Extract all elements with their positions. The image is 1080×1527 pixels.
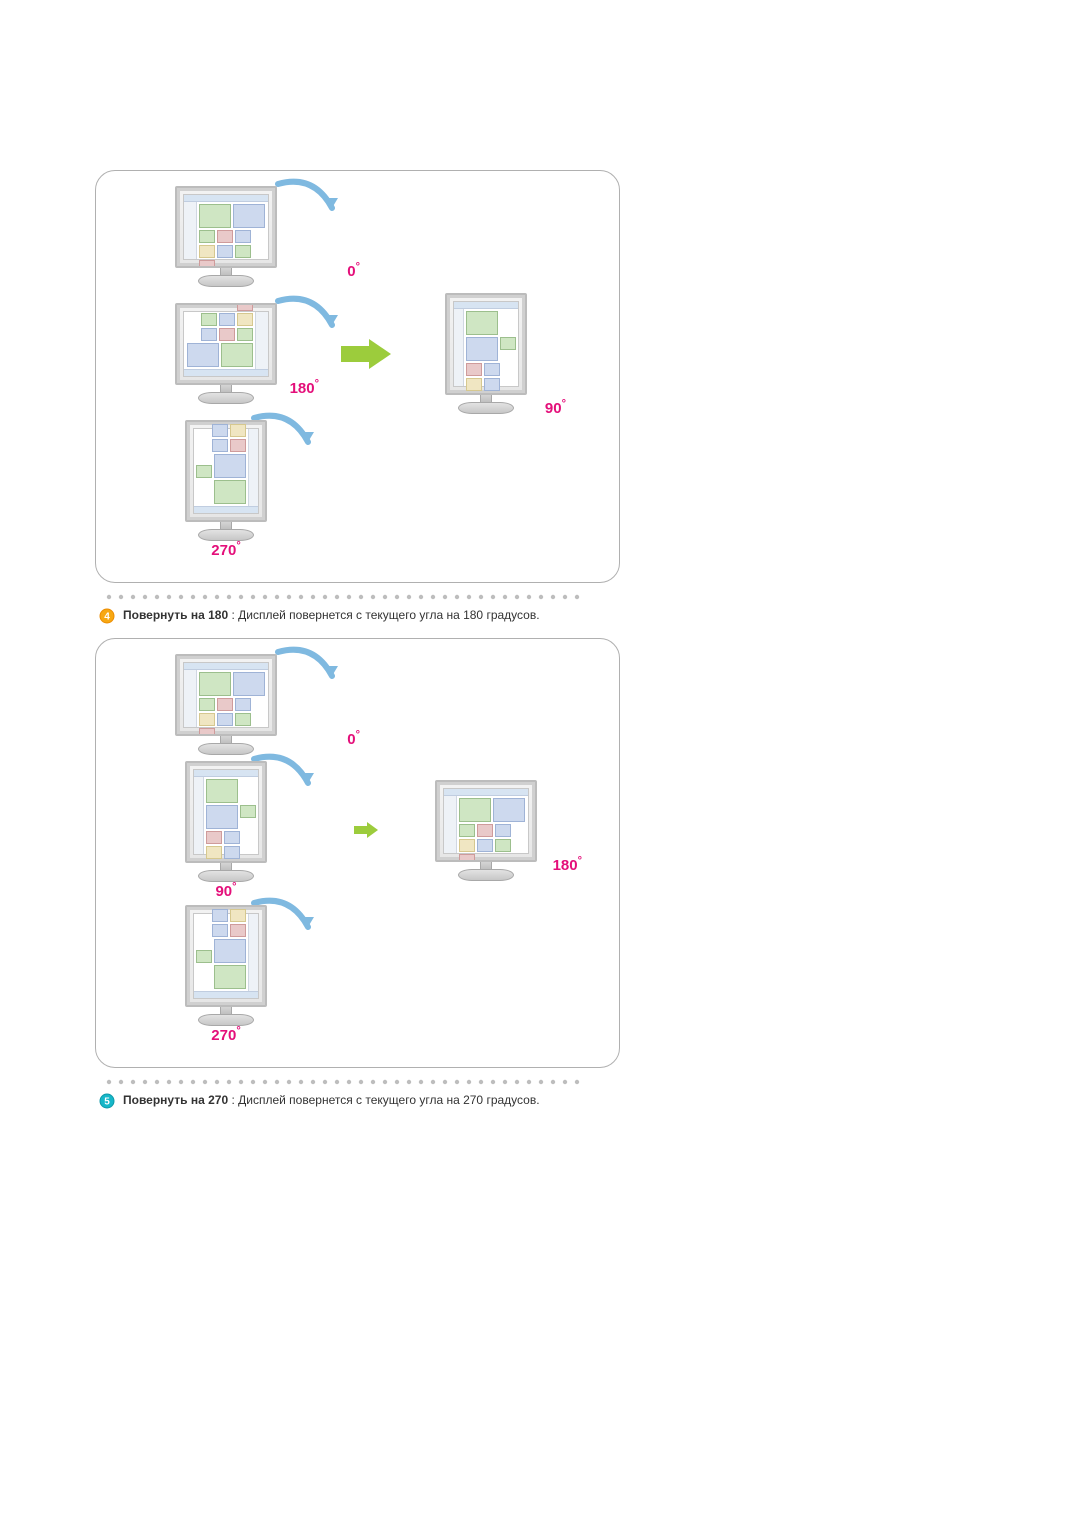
transition-arrow-icon [339,337,393,371]
rotation-arc-icon [272,646,342,694]
monitor-stand [214,267,238,287]
angle-label: 270° [211,542,240,559]
dots-svg [105,593,585,601]
rotation-arc-icon [272,295,342,343]
item-desc: Дисплей повернется с текущего угла на 27… [238,1093,539,1107]
monitor-0deg: 0° [175,186,277,287]
monitor-cell: 0° [116,186,336,287]
item-sep: : [228,1093,238,1107]
rotation-diagram-2: 0° [95,638,620,1068]
svg-text:5: 5 [104,1097,110,1108]
monitor-180deg-result [435,780,537,881]
monitor-cell: 180° [396,780,576,881]
monitor-stand [214,735,238,755]
angle-label: 0° [347,263,360,280]
arrow-cell [336,337,396,371]
diagram-row: 0° [116,186,596,287]
angle-label: 0° [347,731,360,748]
diagram-row: 180° [116,293,596,414]
monitor-screen [445,293,527,395]
monitor-stand [214,521,238,541]
diagram-row: 270° [116,420,596,558]
angle-label: 90° [215,883,236,900]
list-item-5: 5 Повернуть на 270 : Дисплей повернется … [95,1092,620,1109]
monitor-0deg: 0° [175,654,277,755]
item-text: Повернуть на 180 : Дисплей повернется с … [123,607,540,623]
rotation-diagram-1: 0° [95,170,620,583]
dotted-separator [105,1078,620,1086]
item-title: Повернуть на 270 [123,1093,228,1107]
monitor-screen [175,303,277,385]
monitor-270deg: 270° [185,420,267,558]
angle-label: 270° [211,1027,240,1044]
monitor-cell: 90° [116,761,336,899]
monitor-screen [175,654,277,736]
monitor-270deg: 270° [185,905,267,1043]
dots-svg [105,1078,585,1086]
diagram-inner: 0° [116,186,596,558]
arrow-cell [336,821,396,839]
diagram-row: 270° [116,905,596,1043]
monitor-screen [185,905,267,1007]
svg-text:4: 4 [104,612,110,623]
transition-arrow-icon [353,821,379,839]
diagram-inner: 0° [116,654,596,1043]
monitor-screen [175,186,277,268]
monitor-cell: 180° [116,303,336,404]
diagram-row: 0° [116,654,596,755]
dotted-separator [105,593,620,601]
monitor-90deg-result [445,293,527,414]
monitor-stand [474,394,498,414]
monitor-screen [185,761,267,863]
monitor-cell: 270° [116,905,336,1043]
monitor-90deg: 90° [185,761,267,899]
monitor-screen [185,420,267,522]
angle-label: 180° [553,857,582,874]
monitor-cell: 90° [396,293,576,414]
rotation-arc-icon [272,178,342,226]
monitor-stand [214,1006,238,1026]
angle-label: 180° [290,380,319,397]
item-title: Повернуть на 180 [123,608,228,622]
monitor-cell: 0° [116,654,336,755]
diagram-row: 90° [116,761,596,899]
monitor-screen [435,780,537,862]
monitor-stand [214,862,238,882]
item-desc: Дисплей повернется с текущего угла на 18… [238,608,539,622]
bullet-badge-5: 5 [99,1093,115,1109]
monitor-stand [214,384,238,404]
monitor-cell: 270° [116,420,336,558]
angle-label: 90° [545,400,566,417]
item-text: Повернуть на 270 : Дисплей повернется с … [123,1092,540,1108]
item-sep: : [228,608,238,622]
monitor-180deg: 180° [175,303,277,404]
monitor-stand [474,861,498,881]
bullet-badge-4: 4 [99,608,115,624]
list-item-4: 4 Повернуть на 180 : Дисплей повернется … [95,607,620,624]
